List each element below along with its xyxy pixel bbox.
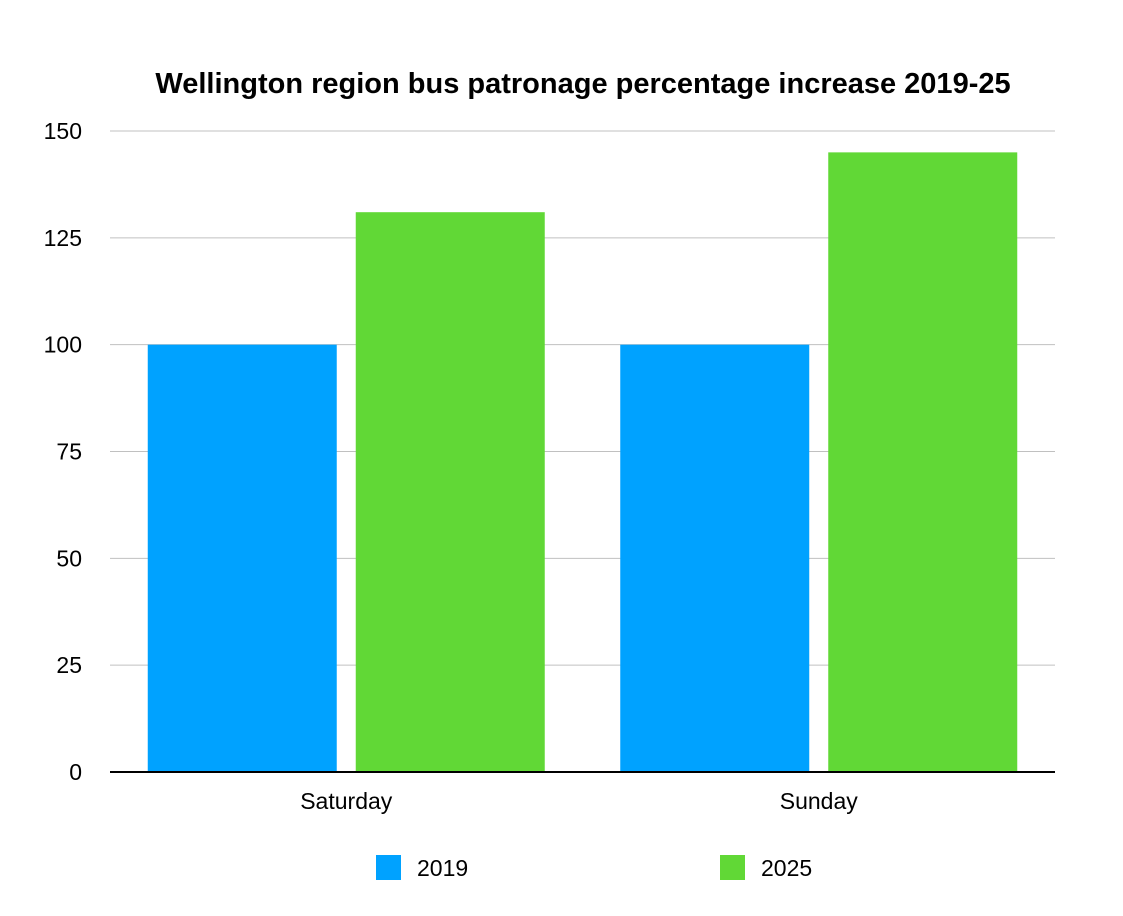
legend-swatch: [376, 855, 401, 880]
bars: [147, 152, 1018, 772]
y-tick-label: 75: [56, 439, 82, 465]
y-axis-ticks: 0 25 50 75 100 125 150: [44, 118, 82, 785]
bar-2025-sunday: [828, 152, 1018, 772]
bar-2025-saturday: [355, 212, 545, 772]
y-tick-label: 100: [44, 332, 82, 358]
x-tick-label: Saturday: [300, 788, 393, 814]
x-axis-ticks: Saturday Sunday: [300, 788, 858, 814]
legend-swatch: [720, 855, 745, 880]
x-tick-label: Sunday: [780, 788, 859, 814]
bar-2019-saturday: [147, 344, 337, 772]
legend-label: 2019: [417, 855, 468, 881]
chart-title: Wellington region bus patronage percenta…: [155, 68, 1010, 100]
y-tick-label: 0: [69, 759, 82, 785]
y-tick-label: 50: [56, 545, 82, 571]
y-tick-label: 150: [44, 118, 82, 144]
bar-2019-sunday: [620, 344, 810, 772]
y-tick-label: 25: [56, 652, 82, 678]
y-tick-label: 125: [44, 225, 82, 251]
legend-label: 2025: [761, 855, 812, 881]
legend: 2019 2025: [376, 855, 812, 881]
